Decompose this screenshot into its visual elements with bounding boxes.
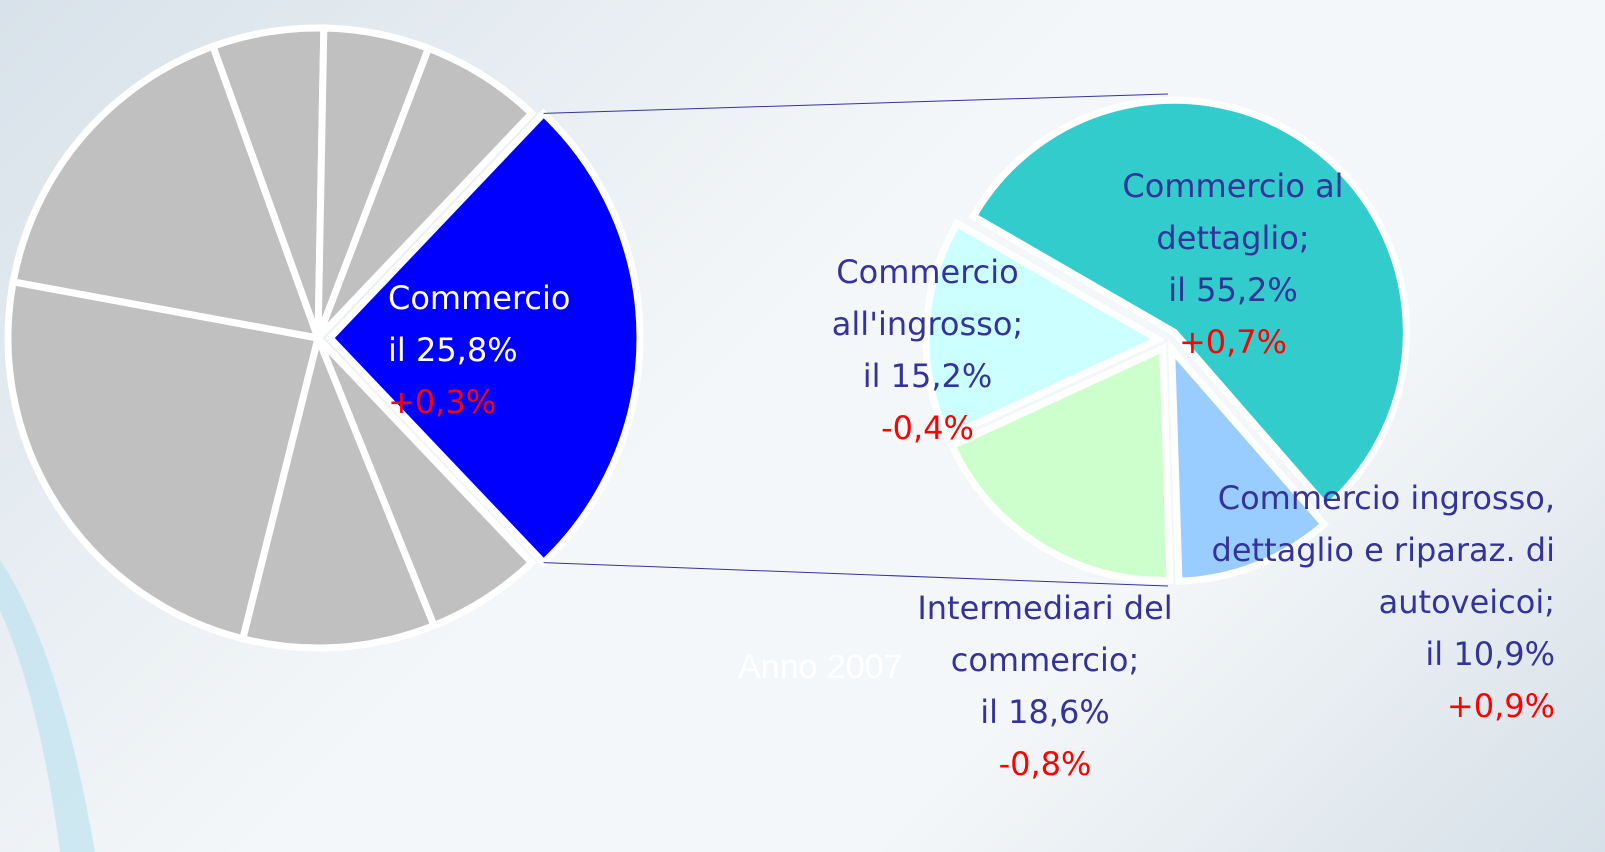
value-label: il 55,2% [1168,271,1298,309]
slice-label: Commercio il 25,8% +0,3% [388,272,648,428]
slice-label: Commercio al dettaglio; il 55,2% +0,7% [1093,160,1373,368]
category-label: Commercio all'ingrosso; [831,253,1024,343]
change-label: +0,9% [1446,687,1555,725]
pie-slice [238,326,439,652]
connector [543,562,1169,587]
value-label: il 18,6% [980,693,1110,731]
slice-label: Intermediari del commercio; il 18,6% -0,… [915,582,1175,790]
slice-label: Commercio all'ingrosso; il 15,2% -0,4% [800,246,1055,454]
change-label: +0,7% [1178,323,1288,361]
pie-slice [1167,339,1330,585]
connector [543,93,1169,114]
pie-slice [9,41,324,343]
value-label: il 25,8% [388,331,518,369]
category-label: Commercio al dettaglio; [1122,167,1344,257]
annotation: Anno 2007 [738,648,903,686]
pie-slice [314,43,537,341]
category-label: Intermediari del commercio; [917,589,1173,679]
value-label: il 15,2% [862,357,993,395]
pie-slice [922,218,1166,442]
category-label: Commercio [388,279,571,317]
pie-slice [968,96,1410,513]
decoration [0,560,95,852]
pie-slice [947,343,1174,584]
pie-slice [4,277,323,643]
slice-label: Commercio ingrosso, dettaglio e riparaz.… [1195,472,1555,732]
change-label: +0,3% [388,383,497,421]
category-label: Commercio ingrosso, dettaglio e riparaz.… [1211,479,1555,621]
change-label: -0,4% [881,409,974,447]
change-label: -0,8% [998,745,1092,783]
value-label: il 10,9% [1425,635,1555,673]
pie-slice [325,108,644,568]
